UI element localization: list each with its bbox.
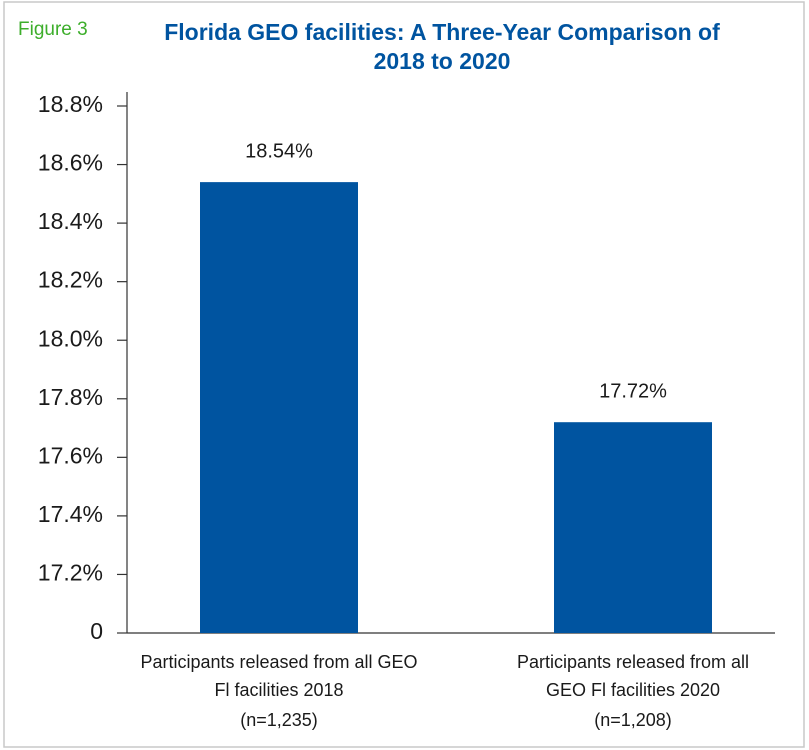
x-tick-label: Participants released from all <box>517 652 749 672</box>
y-tick-label: 18.2% <box>38 267 103 293</box>
frame <box>3 1 805 748</box>
figure-label: Figure 3 <box>18 19 88 40</box>
x-tick-label: Participants released from all GEO <box>140 652 417 672</box>
bar <box>554 422 712 633</box>
value-label: 17.72% <box>599 380 667 402</box>
x-tick-label: GEO Fl facilities 2020 <box>546 680 720 700</box>
x-tick-label: (n=1,208) <box>594 710 672 730</box>
y-tick-label: 18.8% <box>38 91 103 117</box>
value-label: 18.54% <box>245 140 313 162</box>
bar <box>200 182 358 633</box>
y-tick-label: 17.4% <box>38 501 103 527</box>
y-tick-label: 17.6% <box>38 442 103 468</box>
chart-title: Florida GEO facilities: A Three-Year Com… <box>164 19 720 45</box>
y-tick-label: 18.4% <box>38 208 103 234</box>
y-tick-label: 17.8% <box>38 384 103 410</box>
chart-title: 2018 to 2020 <box>374 48 511 74</box>
x-tick-label: (n=1,235) <box>240 710 318 730</box>
x-tick-label: Fl facilities 2018 <box>214 680 343 700</box>
y-tick-label: 18.0% <box>38 325 103 351</box>
y-tick-label: 18.6% <box>38 150 103 176</box>
y-tick-label: 0 <box>90 618 103 644</box>
y-tick-label: 17.2% <box>38 560 103 586</box>
